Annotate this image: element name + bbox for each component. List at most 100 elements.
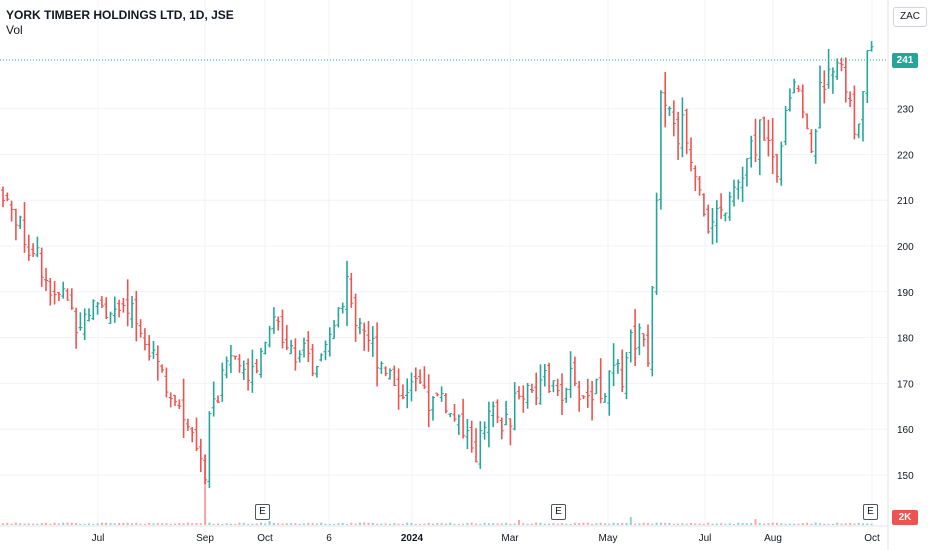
volume-bar [178,523,181,525]
volume-bar [88,523,90,525]
volume-bar [475,523,477,525]
volume-bar [831,523,834,525]
volume-bar [840,523,843,525]
earnings-marker[interactable]: E [551,504,566,520]
volume-bar [522,523,525,525]
volume-bar [849,522,852,525]
earnings-marker[interactable]: E [255,504,270,520]
price-tick-label: 160 [897,425,914,436]
time-axis: Jul Sep Oct 6 2024 Mar May Jul Aug Oct [92,533,880,544]
volume-bar [810,523,813,525]
volume-bar [186,522,189,525]
volume-bar [866,523,869,525]
volume-bar [397,523,400,525]
volume-bar [350,522,353,525]
time-tick-label: Jul [92,533,105,544]
time-tick-label: 6 [326,533,332,544]
volume-bar [634,523,637,525]
price-tick-label: 170 [897,379,914,390]
volume-bars [2,455,873,525]
volume-bar [724,523,727,525]
volume-bar [530,523,533,525]
volume-bar [616,523,619,525]
price-tick-label: 230 [897,105,914,116]
volume-bar [690,522,692,525]
volume-bar [857,522,860,525]
volume-bar [487,523,490,525]
volume-bar [711,523,714,525]
volume-bar [105,522,108,525]
price-tick-label: 200 [897,242,914,253]
volume-bar [229,523,232,525]
volume-bar [62,522,65,525]
volume-bar [126,522,129,525]
volume-bar [169,523,172,525]
volume-bar [174,523,176,525]
volume-bar [333,523,336,525]
volume-bar [135,522,138,525]
volume-bar [118,522,121,525]
price-tick-label: 180 [897,334,914,345]
volume-bar [83,523,86,525]
volume-bar [767,523,770,525]
volume-bar [217,523,219,525]
volume-bar [784,523,787,525]
volume-bar [763,523,766,525]
earnings-marker[interactable]: E [863,504,878,520]
volume-bar [741,523,744,525]
volume-bar [294,523,297,525]
volume-bar [492,523,495,525]
volume-bar [745,523,748,525]
volume-bar [49,523,52,525]
volume-bar [10,523,13,525]
volume-indicator-label[interactable]: Vol [6,23,23,37]
volume-bar [393,523,396,525]
volume-bar [677,523,680,525]
volume-bar [819,523,821,525]
volume-bar [337,523,340,525]
volume-bar [599,522,602,525]
volume-bar [573,522,576,525]
volume-bar [70,522,73,525]
volume-bar [264,523,267,525]
volume-bar [526,523,529,525]
volume-bar [707,522,710,525]
volume-bar [260,522,262,525]
volume-bar [608,523,611,525]
volume-bar [341,522,344,525]
volume-bar [100,522,103,525]
volume-bar [57,523,60,525]
volume-bar [268,521,271,525]
price-tick-label: 220 [897,150,914,161]
volume-bar [565,523,568,525]
volume-bar [143,523,146,525]
volume-bar [453,523,456,525]
volume-bar [440,523,443,525]
volume-bar [156,523,159,525]
time-tick-label: Oct [864,533,880,544]
volume-bar [539,522,542,525]
volume-bar [92,523,95,525]
volume-bar [414,523,417,525]
volume-bar [543,523,546,525]
volume-bar [509,523,512,525]
volume-bar [496,523,499,525]
volume-bar [40,523,43,525]
volume-bar [165,523,168,525]
volume-bar [621,522,624,525]
volume-bar [754,519,757,525]
volume-bar [801,523,804,525]
volume-bar [45,522,47,525]
volume-bar [513,523,516,525]
price-tick-label: 190 [897,288,914,299]
volume-bar [668,522,671,525]
volume-bar [806,522,809,525]
volume-bar [23,523,26,525]
currency-button[interactable]: ZAC [893,7,927,27]
volume-bar [14,522,17,525]
time-tick-label: Jul [699,533,712,544]
volume-bar [672,523,675,525]
volume-bar [651,523,654,525]
volume-bar [582,522,585,525]
